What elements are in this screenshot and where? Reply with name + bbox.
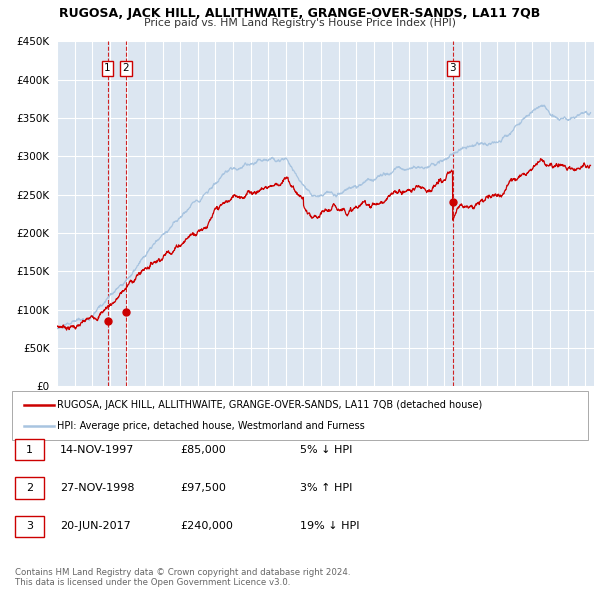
Text: Contains HM Land Registry data © Crown copyright and database right 2024.
This d: Contains HM Land Registry data © Crown c… <box>15 568 350 587</box>
Text: RUGOSA, JACK HILL, ALLITHWAITE, GRANGE-OVER-SANDS, LA11 7QB: RUGOSA, JACK HILL, ALLITHWAITE, GRANGE-O… <box>59 7 541 20</box>
Text: 19% ↓ HPI: 19% ↓ HPI <box>300 522 359 531</box>
Text: 2: 2 <box>26 483 33 493</box>
Text: 2: 2 <box>122 63 129 73</box>
Text: 3: 3 <box>26 522 33 531</box>
Text: 20-JUN-2017: 20-JUN-2017 <box>60 522 131 531</box>
Text: 1: 1 <box>104 63 111 73</box>
Text: 14-NOV-1997: 14-NOV-1997 <box>60 445 134 454</box>
Text: HPI: Average price, detached house, Westmorland and Furness: HPI: Average price, detached house, West… <box>57 421 365 431</box>
Text: 5% ↓ HPI: 5% ↓ HPI <box>300 445 352 454</box>
Text: 27-NOV-1998: 27-NOV-1998 <box>60 483 134 493</box>
Text: 3% ↑ HPI: 3% ↑ HPI <box>300 483 352 493</box>
Text: £85,000: £85,000 <box>180 445 226 454</box>
Text: 1: 1 <box>26 445 33 454</box>
Text: 3: 3 <box>449 63 456 73</box>
Text: Price paid vs. HM Land Registry's House Price Index (HPI): Price paid vs. HM Land Registry's House … <box>144 18 456 28</box>
Text: £97,500: £97,500 <box>180 483 226 493</box>
Text: RUGOSA, JACK HILL, ALLITHWAITE, GRANGE-OVER-SANDS, LA11 7QB (detached house): RUGOSA, JACK HILL, ALLITHWAITE, GRANGE-O… <box>57 399 482 409</box>
Text: £240,000: £240,000 <box>180 522 233 531</box>
